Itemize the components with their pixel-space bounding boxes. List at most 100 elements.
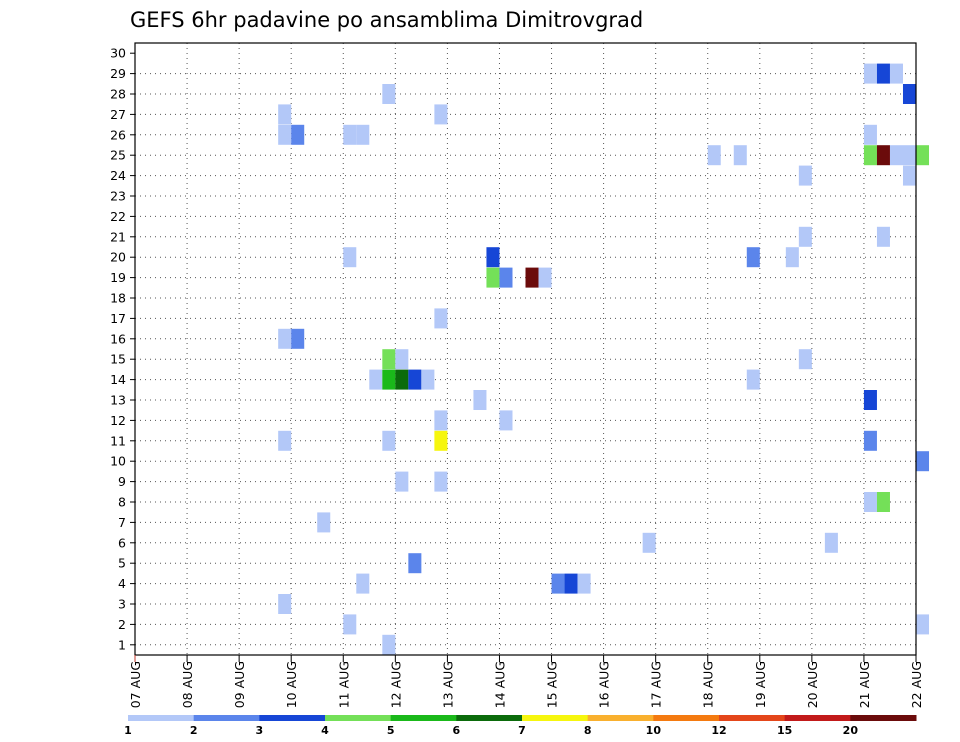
y-tick-label: 6 [118, 535, 126, 550]
y-tick-label: 21 [110, 229, 126, 244]
colorbar-label: 3 [256, 724, 264, 737]
y-tick-label: 3 [118, 597, 126, 612]
y-tick-label: 8 [118, 495, 126, 510]
y-tick-label: 2 [118, 617, 126, 632]
y-tick-label: 11 [110, 433, 126, 448]
heatmap-cell [876, 226, 890, 247]
heatmap-cell [382, 369, 396, 390]
y-tick-label: 15 [110, 352, 126, 367]
heatmap-cell [382, 634, 396, 655]
colorbar-label: 2 [190, 724, 198, 737]
heatmap-cell [369, 369, 383, 390]
y-tick-label: 30 [110, 46, 126, 61]
x-tick-label: 15 AUG [545, 661, 560, 708]
heatmap-cell [876, 145, 890, 166]
y-tick-label: 27 [110, 107, 126, 122]
heatmap-cell [278, 124, 292, 145]
heatmap-cell [798, 226, 812, 247]
heatmap-cell [499, 410, 513, 431]
colorbar: 1 2 3 4 5 6 7 8 10 12 15 20 [124, 715, 917, 737]
heatmap-cell [525, 267, 539, 288]
heatmap-cell [538, 267, 552, 288]
heatmap-cell [356, 124, 370, 145]
grid-lines [135, 43, 916, 655]
colorbar-label: 6 [453, 724, 461, 737]
colorbar-label: 8 [584, 724, 592, 737]
heatmap-cell [382, 349, 396, 370]
colorbar-segment [719, 715, 786, 721]
x-tick-label: 14 AUG [492, 661, 507, 708]
heatmap-cell [863, 145, 877, 166]
y-tick-label: 22 [110, 209, 126, 224]
x-tick-label: 22 AUG [909, 661, 924, 708]
colorbar-label: 1 [124, 724, 132, 737]
y-tick-label: 24 [110, 168, 126, 183]
heatmap-cell [434, 308, 448, 329]
y-tick-label: 26 [110, 127, 126, 142]
heatmap-cell [863, 430, 877, 451]
y-tick-label: 10 [110, 454, 126, 469]
heatmap-cell [486, 247, 500, 268]
x-tick-label: 08 AUG [180, 661, 195, 708]
heatmap-cell [785, 247, 799, 268]
y-tick-label: 17 [110, 311, 126, 326]
y-tick-label: 13 [110, 393, 126, 408]
heatmap-cell [902, 165, 916, 186]
heatmap-cell [408, 369, 422, 390]
heatmap-cell [577, 573, 591, 594]
colorbar-segment [456, 715, 523, 721]
heatmap-cell [564, 573, 578, 594]
y-tick-label: 23 [110, 189, 126, 204]
heatmap-cell [863, 63, 877, 84]
heatmap-cell [434, 430, 448, 451]
heatmap-cell [902, 145, 916, 166]
heatmap-cell [343, 614, 357, 635]
heatmap-cell [434, 104, 448, 125]
heatmap-cell [499, 267, 513, 288]
y-tick-label: 29 [110, 66, 126, 81]
heatmap-cell [707, 145, 721, 166]
heatmap-cell [798, 165, 812, 186]
heatmap-cell [824, 532, 838, 553]
heatmap-cell [395, 349, 409, 370]
heatmap-cell [733, 145, 747, 166]
colorbar-segment [259, 715, 326, 721]
heatmap-cell [395, 369, 409, 390]
x-tick-label: 10 AUG [284, 661, 299, 708]
colorbar-label: 15 [777, 724, 792, 737]
x-tick-label: 18 AUG [701, 661, 716, 708]
x-tick-label: 17 AUG [649, 661, 664, 708]
y-tick-label: 19 [110, 270, 126, 285]
colorbar-label: 5 [387, 724, 395, 737]
colorbar-segment [128, 715, 195, 721]
heatmap-cell [486, 267, 500, 288]
colorbar-segment [522, 715, 589, 721]
heatmap-cell [863, 390, 877, 410]
colorbar-segment [587, 715, 654, 721]
y-axis: 1234567891011121314151617181920212223242… [110, 46, 135, 652]
heatmap-cell [642, 532, 656, 553]
heatmap-cell [408, 553, 422, 574]
y-tick-label: 5 [118, 556, 126, 571]
y-tick-label: 4 [118, 576, 126, 591]
heatmap-cell [395, 471, 409, 492]
heatmap-cell [798, 349, 812, 370]
x-tick-label: 16 AUG [597, 661, 612, 708]
y-tick-label: 25 [110, 148, 126, 163]
x-tick-label: 09 AUG [232, 661, 247, 708]
heatmap-cell [382, 84, 396, 104]
colorbar-label: 7 [518, 724, 526, 737]
x-tick-label: 11 AUG [336, 661, 351, 708]
x-tick-label: 20 AUG [805, 661, 820, 708]
plot-frame [134, 42, 917, 656]
heatmap-cell [902, 84, 916, 104]
heatmap-cell [916, 451, 930, 472]
y-tick-label: 18 [110, 291, 126, 306]
colorbar-segment [390, 715, 457, 721]
y-tick-label: 9 [118, 474, 126, 489]
x-tick-label: 21 AUG [857, 661, 872, 708]
y-tick-label: 16 [110, 331, 126, 346]
colorbar-label: 10 [646, 724, 662, 737]
heatmap-cell [317, 512, 331, 533]
